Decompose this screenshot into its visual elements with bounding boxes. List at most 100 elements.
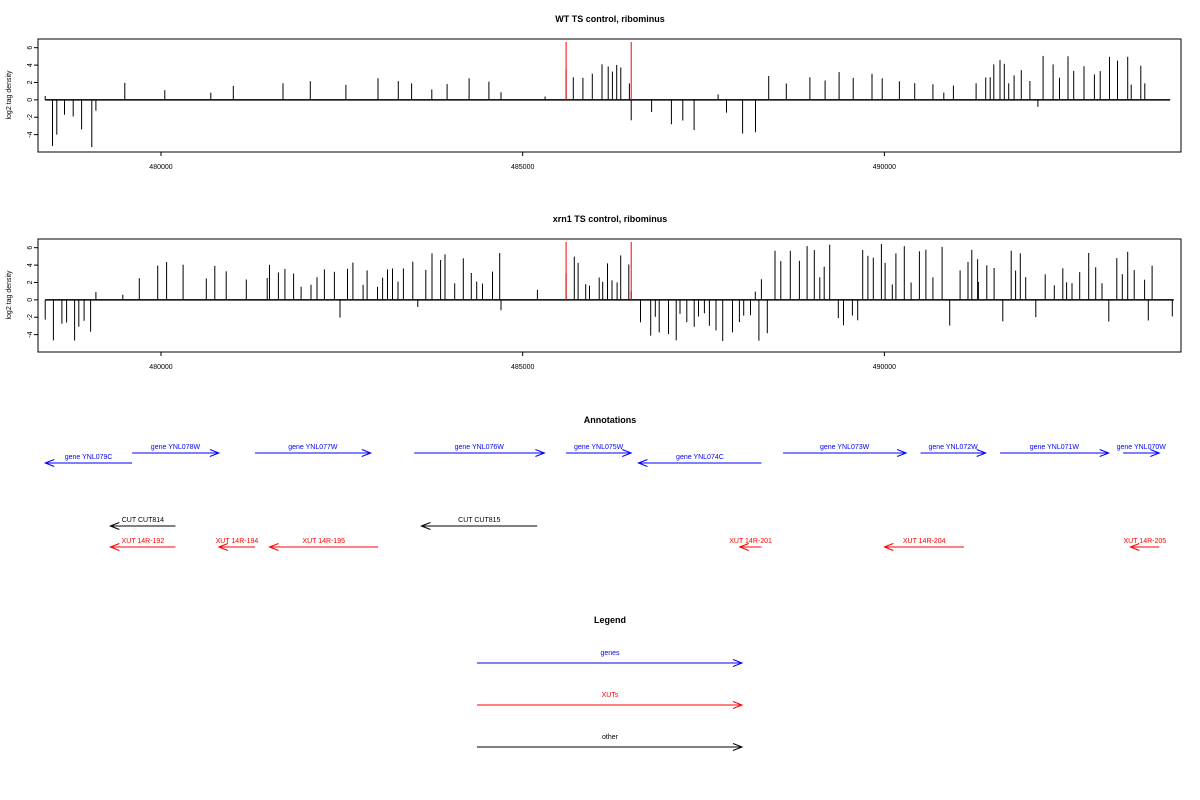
annotation-label: gene YNL078W [151, 444, 201, 451]
wt-track-title: WT TS control, ribominus [555, 14, 665, 24]
y-tick-label: -4 [27, 331, 34, 337]
y-tick-label: 2 [27, 80, 34, 84]
annotation-arrow-head [108, 522, 120, 530]
legend-title: Legend [594, 615, 626, 625]
wt-track-y-label: log2 tag density [6, 70, 13, 120]
annotation-label: gene YNL071W [1030, 444, 1080, 451]
annotation-feature: gene YNL076W [414, 444, 546, 457]
wt-track-panel: WT TS control, ribominus log2 tag densit… [6, 14, 1182, 171]
annotation-feature: gene YNL075W [566, 444, 633, 457]
legend-arrow-head [732, 701, 744, 709]
legend-item: other [477, 734, 744, 751]
y-tick-label: 6 [27, 246, 34, 250]
annotation-feature: gene YNL071W [1000, 444, 1111, 457]
annotation-arrow-head [420, 522, 431, 530]
annotation-label: gene YNL077W [288, 444, 338, 451]
annotation-label: CUT CUT815 [458, 517, 500, 524]
y-tick-label: 0 [27, 98, 34, 102]
annotation-arrow-head [976, 449, 988, 457]
y-tick-label: 4 [27, 63, 34, 67]
legend-arrow-head [732, 743, 744, 751]
annotation-arrow-head [1128, 543, 1140, 551]
annotation-arrow-head [535, 449, 546, 457]
legend-item: genes [477, 650, 744, 667]
annotation-arrow-head [1099, 449, 1111, 457]
annotation-feature: gene YNL070W [1117, 444, 1167, 457]
x-tick-label: 490000 [873, 164, 896, 171]
annotation-arrow-head [738, 543, 749, 551]
annotation-label: XUT 14R-192 [122, 538, 165, 545]
signal-bars [44, 244, 1173, 341]
legend-item: XUTs [477, 692, 744, 709]
annotation-feature: CUT CUT815 [420, 517, 538, 530]
x-tick-label: 480000 [149, 164, 172, 171]
annotation-feature: CUT CUT814 [108, 517, 176, 530]
legend-label: other [602, 734, 619, 741]
annotation-feature: gene YNL073W [783, 444, 908, 457]
annotation-feature: XUT 14R-192 [108, 538, 176, 551]
xrn1-track-title: xrn1 TS control, ribominus [553, 214, 668, 224]
annotation-feature: gene YNL072W [920, 444, 988, 457]
annotation-feature: gene YNL074C [637, 454, 762, 467]
annotation-label: XUT 14R-204 [903, 538, 946, 545]
annotation-feature: gene YNL079C [43, 454, 133, 467]
y-tick-label: -4 [27, 131, 34, 137]
legend-arrow-head [732, 659, 744, 667]
annotation-arrow-head [361, 449, 373, 457]
y-tick-label: -2 [27, 114, 34, 120]
annotation-feature: XUT 14R-201 [729, 538, 772, 551]
annotation-label: gene YNL070W [1117, 444, 1167, 451]
legend-label: XUTs [602, 692, 619, 699]
annotation-label: gene YNL072W [928, 444, 978, 451]
annotation-label: gene YNL079C [65, 454, 113, 461]
annotation-feature: gene YNL077W [255, 444, 373, 457]
y-tick-label: 4 [27, 263, 34, 267]
x-tick-label: 485000 [511, 164, 534, 171]
y-tick-label: 2 [27, 280, 34, 284]
annotation-feature: XUT 14R-205 [1123, 538, 1166, 551]
annotation-arrow-head [43, 459, 55, 467]
xrn1-track-plot: 6 4 2 0 -2 -4 480000 485000 490000 [27, 238, 1182, 371]
annotation-arrow-head [217, 543, 229, 551]
xrn1-track-panel: xrn1 TS control, ribominus log2 tag dens… [6, 214, 1182, 371]
legend-items: genes XUTs other [477, 650, 744, 751]
x-tick-label: 480000 [149, 364, 172, 371]
wt-track-plot: 6 4 2 0 -2 -4 480000 485000 490000 [27, 38, 1182, 171]
annotations-title: Annotations [584, 415, 637, 425]
annotation-label: CUT CUT814 [122, 517, 164, 524]
annotation-arrow-head [637, 459, 648, 467]
legend-section: Legend genes XUTs other [477, 615, 744, 751]
y-tick-label: -2 [27, 314, 34, 320]
annotation-arrow-head [209, 449, 221, 457]
xrn1-track-y-label: log2 tag density [6, 270, 13, 320]
annotation-feature: gene YNL078W [132, 444, 221, 457]
y-tick-label: 6 [27, 46, 34, 50]
annotation-arrow-head [268, 543, 279, 551]
annotation-label: gene YNL076W [455, 444, 505, 451]
annotation-label: gene YNL073W [820, 444, 870, 451]
annotation-label: XUT 14R-201 [729, 538, 772, 545]
plot-frame [37, 238, 1182, 353]
annotation-feature: XUT 14R-204 [883, 538, 964, 551]
annotation-label: XUT 14R-195 [302, 538, 345, 545]
legend-label: genes [600, 650, 620, 657]
annotation-arrow-head [1150, 449, 1161, 457]
annotation-label: XUT 14R-205 [1123, 538, 1166, 545]
annotation-arrow-head [622, 449, 633, 457]
annotation-label: gene YNL075W [574, 444, 624, 451]
x-tick-label: 490000 [873, 364, 896, 371]
plot-frame [37, 38, 1182, 153]
annotation-features: gene YNL079C gene YNL078W gene YNL077W gene… [43, 444, 1167, 551]
annotation-label: XUT 14R-194 [216, 538, 259, 545]
y-tick-label: 0 [27, 298, 34, 302]
annotation-feature: XUT 14R-194 [216, 538, 259, 551]
annotation-arrow-head [883, 543, 894, 551]
annotation-label: gene YNL074C [676, 454, 724, 461]
x-tick-label: 485000 [511, 364, 534, 371]
annotation-arrow-head [108, 543, 120, 551]
annotation-arrow-head [896, 449, 908, 457]
annotation-feature: XUT 14R-195 [268, 538, 379, 551]
